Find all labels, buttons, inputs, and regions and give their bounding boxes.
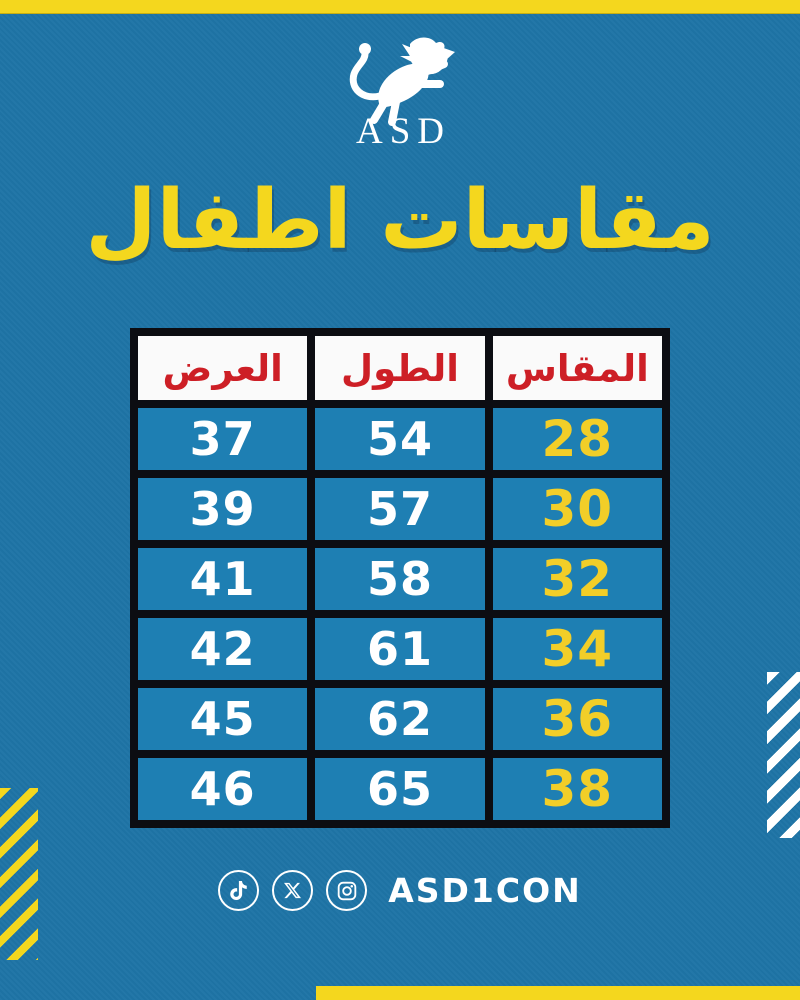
diagonal-stripes-left-decoration (0, 788, 38, 960)
cell-width: 45 (138, 688, 308, 750)
tiktok-icon[interactable] (218, 870, 260, 911)
cell-width: 37 (138, 408, 308, 470)
instagram-icon[interactable] (326, 870, 368, 911)
cell-width: 42 (138, 618, 308, 680)
top-accent-bar (0, 0, 800, 14)
cell-size: 36 (492, 688, 662, 750)
diagonal-stripes-right-decoration (767, 672, 800, 838)
cell-width: 41 (138, 548, 308, 610)
column-header-size: المقاس (492, 336, 662, 400)
column-header-width: العرض (138, 336, 308, 400)
cell-length: 65 (315, 758, 485, 820)
size-table: العرض الطول المقاس 37 54 28 39 57 30 41 … (130, 328, 670, 828)
brand-logo: ASD (0, 30, 800, 153)
cell-size: 30 (492, 478, 662, 540)
cell-length: 62 (315, 688, 485, 750)
cell-width: 39 (138, 478, 308, 540)
x-icon[interactable] (272, 870, 314, 911)
cell-size: 38 (492, 758, 662, 820)
cell-size: 28 (492, 408, 662, 470)
social-bar: ASD1CON (0, 870, 800, 911)
page-title: مقاسات اطفال (85, 173, 715, 268)
cell-size: 34 (492, 618, 662, 680)
cell-length: 58 (315, 548, 485, 610)
column-header-length: الطول (315, 336, 485, 400)
cell-width: 46 (138, 758, 308, 820)
bottom-accent-bar (316, 986, 800, 1000)
brand-name: ASD (355, 111, 452, 152)
cell-length: 54 (315, 408, 485, 470)
cell-length: 57 (315, 478, 485, 540)
cell-size: 32 (492, 548, 662, 610)
lion-rampant-icon (0, 30, 800, 126)
social-handle: ASD1CON (388, 871, 582, 910)
cell-length: 61 (315, 618, 485, 680)
